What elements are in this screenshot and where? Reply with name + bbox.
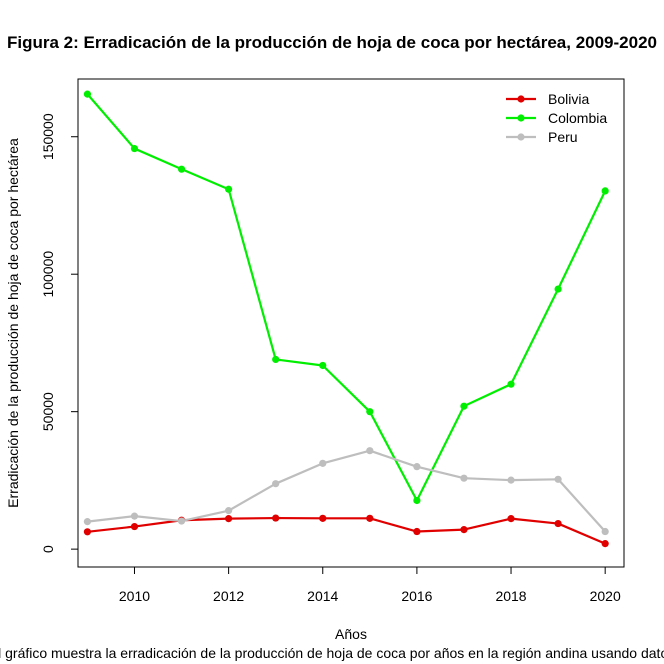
data-point-bolivia bbox=[130, 522, 139, 531]
data-point-colombia bbox=[130, 144, 139, 153]
data-point-bolivia bbox=[272, 514, 280, 522]
data-point-peru bbox=[413, 463, 421, 471]
x-tick-label: 2020 bbox=[590, 588, 621, 604]
plot-area-frame bbox=[77, 78, 625, 568]
x-axis: 2010 2012 2014 2016 2018 2020 bbox=[119, 567, 621, 604]
data-point-colombia bbox=[460, 402, 468, 410]
data-point-peru bbox=[130, 512, 139, 520]
data-point-colombia bbox=[554, 285, 562, 293]
data-point-colombia bbox=[83, 90, 92, 98]
y-tick-label: 0 bbox=[40, 545, 56, 553]
data-point-bolivia bbox=[460, 526, 468, 534]
data-point-peru bbox=[319, 459, 327, 467]
legend-label-peru: Peru bbox=[548, 129, 578, 145]
data-point-bolivia bbox=[319, 514, 327, 522]
data-point-colombia bbox=[507, 380, 515, 388]
data-point-peru bbox=[272, 480, 280, 488]
x-tick-label: 2010 bbox=[119, 588, 150, 604]
data-point-bolivia bbox=[601, 540, 609, 548]
data-point-bolivia bbox=[225, 515, 233, 523]
data-point-peru bbox=[83, 518, 92, 526]
data-point-colombia bbox=[366, 408, 374, 416]
data-point-peru bbox=[554, 475, 562, 483]
legend-marker-colombia bbox=[517, 114, 525, 122]
series-line-peru bbox=[87, 449, 606, 533]
y-tick-label: 50000 bbox=[40, 392, 56, 431]
chart-caption: El gráfico muestra la erradicación de la… bbox=[0, 645, 664, 661]
x-axis-label: Años bbox=[335, 626, 367, 642]
x-tick-label: 2016 bbox=[401, 588, 432, 604]
data-point-peru bbox=[460, 474, 468, 482]
y-tick-label: 100000 bbox=[40, 251, 56, 298]
data-point-colombia bbox=[272, 355, 280, 364]
data-point-colombia bbox=[177, 165, 186, 173]
data-point-bolivia bbox=[413, 527, 421, 536]
legend-marker-bolivia bbox=[517, 95, 525, 103]
data-point-peru bbox=[507, 476, 515, 484]
data-point-colombia bbox=[225, 185, 233, 193]
x-tick-label: 2018 bbox=[495, 588, 526, 604]
data-point-peru bbox=[601, 527, 609, 536]
data-point-peru bbox=[366, 447, 374, 455]
data-point-colombia bbox=[601, 187, 609, 195]
series-line-bolivia bbox=[87, 516, 606, 545]
data-point-peru bbox=[177, 517, 186, 525]
y-axis: 0 50000 100000 150000 bbox=[40, 113, 78, 553]
data-point-colombia bbox=[413, 496, 421, 505]
legend: Bolivia Colombia Peru bbox=[506, 91, 607, 145]
series-layer bbox=[83, 90, 609, 548]
data-point-peru bbox=[225, 507, 233, 515]
legend-marker-peru bbox=[517, 133, 525, 141]
x-tick-label: 2012 bbox=[213, 588, 244, 604]
data-point-bolivia bbox=[554, 519, 562, 528]
series-line-colombia bbox=[86, 93, 607, 502]
chart-title: Figura 2: Erradicación de la producción … bbox=[7, 33, 657, 52]
legend-label-bolivia: Bolivia bbox=[548, 91, 589, 107]
x-tick-label: 2014 bbox=[307, 588, 338, 604]
data-point-bolivia bbox=[507, 515, 515, 523]
legend-label-colombia: Colombia bbox=[548, 110, 607, 126]
data-point-bolivia bbox=[366, 514, 374, 522]
y-axis-label: Erradicación de la producción de hoja de… bbox=[5, 138, 21, 508]
data-point-colombia bbox=[319, 361, 327, 370]
y-tick-label: 150000 bbox=[40, 113, 56, 160]
data-point-bolivia bbox=[83, 528, 92, 536]
